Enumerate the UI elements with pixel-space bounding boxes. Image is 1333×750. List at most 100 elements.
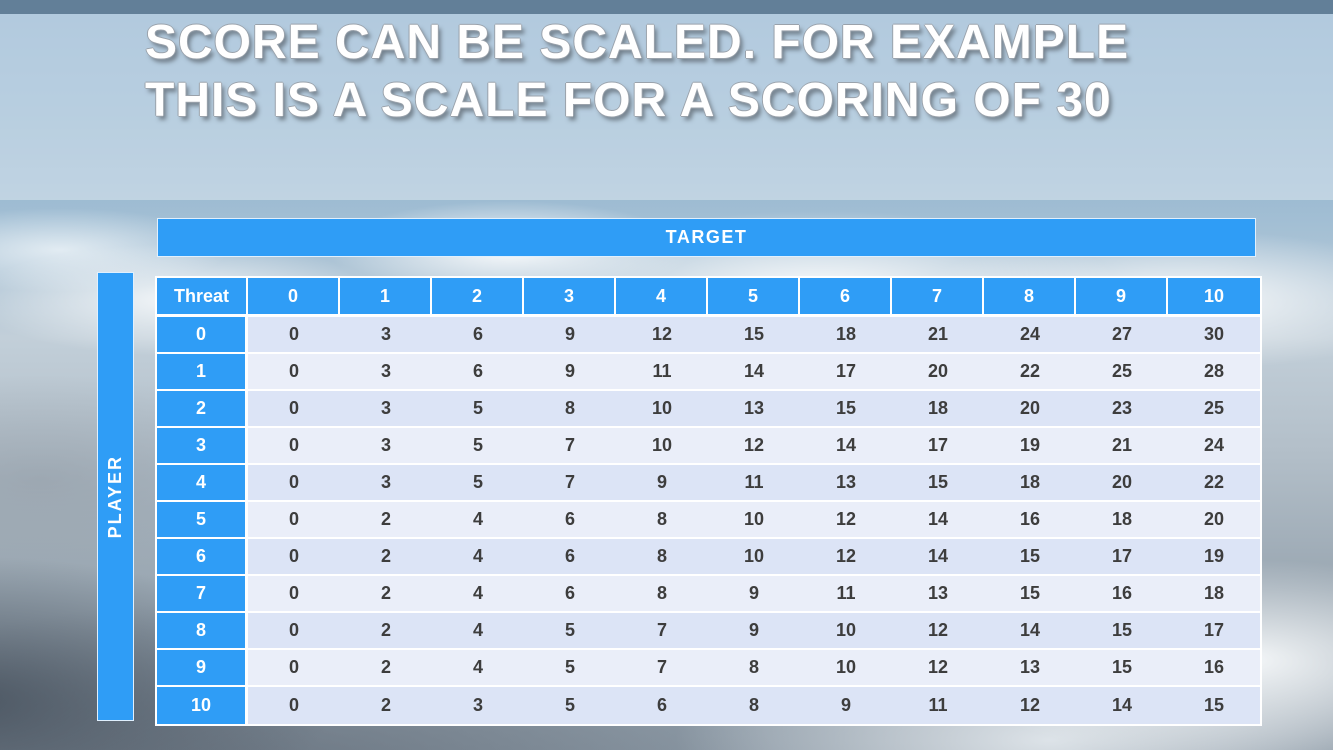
- score-cell: 12: [892, 613, 984, 650]
- score-cell: 4: [432, 502, 524, 539]
- score-cell: 9: [800, 687, 892, 724]
- row-header-cell: 5: [157, 502, 248, 539]
- score-cell: 6: [616, 687, 708, 724]
- score-cell: 14: [1076, 687, 1168, 724]
- score-cell: 27: [1076, 317, 1168, 354]
- score-cell: 30: [1168, 317, 1260, 354]
- score-cell: 6: [432, 317, 524, 354]
- score-cell: 13: [892, 576, 984, 613]
- score-cell: 3: [340, 465, 432, 502]
- row-header-cell: 10: [157, 687, 248, 724]
- col-header-cell: 5: [708, 278, 800, 317]
- score-cell: 7: [524, 428, 616, 465]
- score-cell: 6: [432, 354, 524, 391]
- col-header-cell: 3: [524, 278, 616, 317]
- score-cell: 10: [616, 428, 708, 465]
- score-cell: 4: [432, 650, 524, 687]
- score-cell: 9: [524, 354, 616, 391]
- table-row: 7 0 2 4 6 8 9 11 13 15 16 18: [157, 576, 1260, 613]
- score-cell: 0: [248, 687, 340, 724]
- score-cell: 20: [892, 354, 984, 391]
- score-cell: 12: [892, 650, 984, 687]
- title-banner: SCORE CAN BE SCALED. FOR EXAMPLE THIS IS…: [0, 14, 1333, 200]
- table-row: 10 0 2 3 5 6 8 9 11 12 14 15: [157, 687, 1260, 724]
- score-cell: 0: [248, 428, 340, 465]
- table-row: 5 0 2 4 6 8 10 12 14 16 18 20: [157, 502, 1260, 539]
- row-header-cell: 7: [157, 576, 248, 613]
- score-cell: 28: [1168, 354, 1260, 391]
- score-cell: 16: [1076, 576, 1168, 613]
- score-cell: 3: [340, 391, 432, 428]
- title-line-1: SCORE CAN BE SCALED. FOR EXAMPLE: [145, 16, 1130, 69]
- table-row: 2 0 3 5 8 10 13 15 18 20 23 25: [157, 391, 1260, 428]
- table-row: 6 0 2 4 6 8 10 12 14 15 17 19: [157, 539, 1260, 576]
- table-row: 3 0 3 5 7 10 12 14 17 19 21 24: [157, 428, 1260, 465]
- row-header-cell: 6: [157, 539, 248, 576]
- score-cell: 8: [616, 539, 708, 576]
- score-cell: 2: [340, 576, 432, 613]
- col-header-cell: 8: [984, 278, 1076, 317]
- row-header-cell: 8: [157, 613, 248, 650]
- score-cell: 16: [1168, 650, 1260, 687]
- slide-title: SCORE CAN BE SCALED. FOR EXAMPLE THIS IS…: [145, 14, 1129, 130]
- col-header-cell: 9: [1076, 278, 1168, 317]
- score-cell: 3: [340, 428, 432, 465]
- score-cell: 23: [1076, 391, 1168, 428]
- score-cell: 10: [616, 391, 708, 428]
- score-cell: 14: [892, 539, 984, 576]
- score-cell: 8: [708, 650, 800, 687]
- score-cell: 14: [800, 428, 892, 465]
- score-cell: 7: [524, 465, 616, 502]
- score-cell: 11: [800, 576, 892, 613]
- row-header-cell: 4: [157, 465, 248, 502]
- score-cell: 7: [616, 613, 708, 650]
- score-cell: 14: [984, 613, 1076, 650]
- score-cell: 15: [892, 465, 984, 502]
- score-table: Threat 0 1 2 3 4 5 6 7 8 9 10 0 0 3 6 9 12 15 18 21 24 27 30 1 0…: [155, 276, 1262, 726]
- player-axis-header: PLAYER: [97, 272, 134, 721]
- score-cell: 13: [984, 650, 1076, 687]
- col-header-cell: 10: [1168, 278, 1260, 317]
- score-cell: 5: [524, 687, 616, 724]
- score-cell: 18: [1168, 576, 1260, 613]
- score-cell: 24: [1168, 428, 1260, 465]
- score-cell: 3: [432, 687, 524, 724]
- score-cell: 8: [708, 687, 800, 724]
- score-cell: 5: [432, 428, 524, 465]
- top-strip: [0, 0, 1333, 14]
- score-cell: 4: [432, 539, 524, 576]
- row-header-cell: 1: [157, 354, 248, 391]
- score-cell: 2: [340, 687, 432, 724]
- score-cell: 17: [800, 354, 892, 391]
- score-cell: 11: [708, 465, 800, 502]
- score-cell: 25: [1076, 354, 1168, 391]
- header-row: Threat 0 1 2 3 4 5 6 7 8 9 10: [157, 278, 1260, 317]
- score-cell: 0: [248, 317, 340, 354]
- score-cell: 8: [616, 502, 708, 539]
- score-cell: 18: [800, 317, 892, 354]
- score-cell: 5: [524, 650, 616, 687]
- score-cell: 18: [1076, 502, 1168, 539]
- score-cell: 9: [708, 576, 800, 613]
- col-header-cell: 0: [248, 278, 340, 317]
- score-cell: 5: [524, 613, 616, 650]
- score-cell: 10: [800, 650, 892, 687]
- col-header-cell: 2: [432, 278, 524, 317]
- table-row: 9 0 2 4 5 7 8 10 12 13 15 16: [157, 650, 1260, 687]
- score-cell: 17: [892, 428, 984, 465]
- score-cell: 10: [708, 539, 800, 576]
- threat-corner-header: Threat: [157, 278, 248, 317]
- row-header-cell: 0: [157, 317, 248, 354]
- score-cell: 8: [524, 391, 616, 428]
- score-cell: 11: [616, 354, 708, 391]
- score-cell: 12: [984, 687, 1076, 724]
- col-header-cell: 6: [800, 278, 892, 317]
- score-cell: 4: [432, 613, 524, 650]
- table-row: 8 0 2 4 5 7 9 10 12 14 15 17: [157, 613, 1260, 650]
- score-cell: 6: [524, 576, 616, 613]
- score-cell: 12: [708, 428, 800, 465]
- score-cell: 15: [984, 539, 1076, 576]
- row-header-cell: 9: [157, 650, 248, 687]
- score-cell: 15: [708, 317, 800, 354]
